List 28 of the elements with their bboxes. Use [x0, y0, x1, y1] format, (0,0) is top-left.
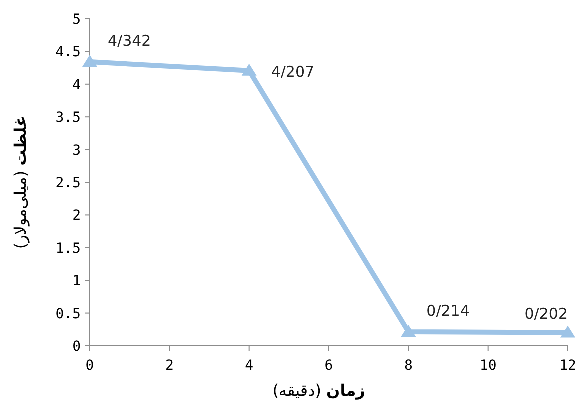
- x-tick-label: 10: [480, 358, 497, 374]
- data-label: 0/202: [524, 304, 568, 323]
- y-tick-label: 2.5: [56, 176, 81, 192]
- data-label: 4/342: [108, 32, 152, 50]
- point: [82, 56, 98, 68]
- y-axis-title: غلظت (میلی‌مولار): [11, 116, 30, 250]
- y-tick-label: 3: [72, 142, 81, 159]
- y-tick-label: 1.5: [56, 240, 81, 257]
- point: [560, 326, 576, 338]
- x-tick-label: 6: [324, 358, 334, 374]
- x-tick-label: 0: [86, 358, 94, 374]
- y-tick-label: 5: [72, 12, 81, 28]
- x-tick-label: 4: [245, 358, 254, 374]
- y-tick-label: 0.5: [56, 306, 81, 322]
- y-tick-label: 4.5: [56, 44, 81, 61]
- y-tick-label: 1: [72, 274, 81, 290]
- y-tick-label: 3.5: [56, 110, 81, 126]
- y-tick-label: 2: [72, 208, 81, 224]
- point: [242, 64, 256, 76]
- x-tick-label: 12: [560, 358, 576, 374]
- y-tick-label: 0: [72, 339, 81, 355]
- point: [402, 326, 416, 338]
- x-tick-label: 2: [165, 358, 174, 374]
- x-tick-label: 8: [404, 358, 413, 374]
- x-axis-title: زمان (دقیقه): [272, 381, 366, 400]
- data-label: 4/207: [271, 62, 315, 81]
- y-tick-label: 4: [72, 77, 81, 94]
- data-label: 0/214: [426, 302, 470, 320]
